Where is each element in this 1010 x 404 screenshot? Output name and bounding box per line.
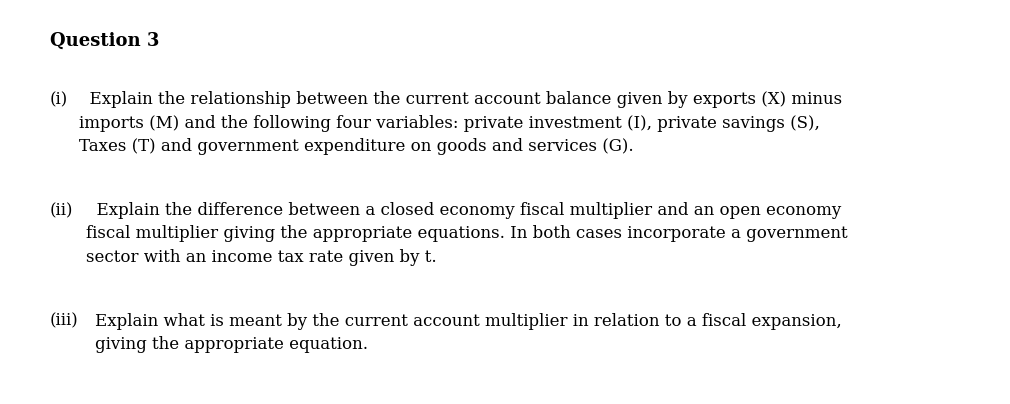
Text: Explain what is meant by the current account multiplier in relation to a fiscal : Explain what is meant by the current acc… bbox=[95, 313, 841, 353]
Text: Explain the difference between a closed economy fiscal multiplier and an open ec: Explain the difference between a closed … bbox=[86, 202, 848, 266]
Text: (i): (i) bbox=[50, 91, 69, 108]
Text: (ii): (ii) bbox=[50, 202, 74, 219]
Text: (iii): (iii) bbox=[50, 313, 79, 330]
Text: Explain the relationship between the current account balance given by exports (X: Explain the relationship between the cur… bbox=[79, 91, 841, 155]
Text: Question 3: Question 3 bbox=[50, 32, 160, 50]
